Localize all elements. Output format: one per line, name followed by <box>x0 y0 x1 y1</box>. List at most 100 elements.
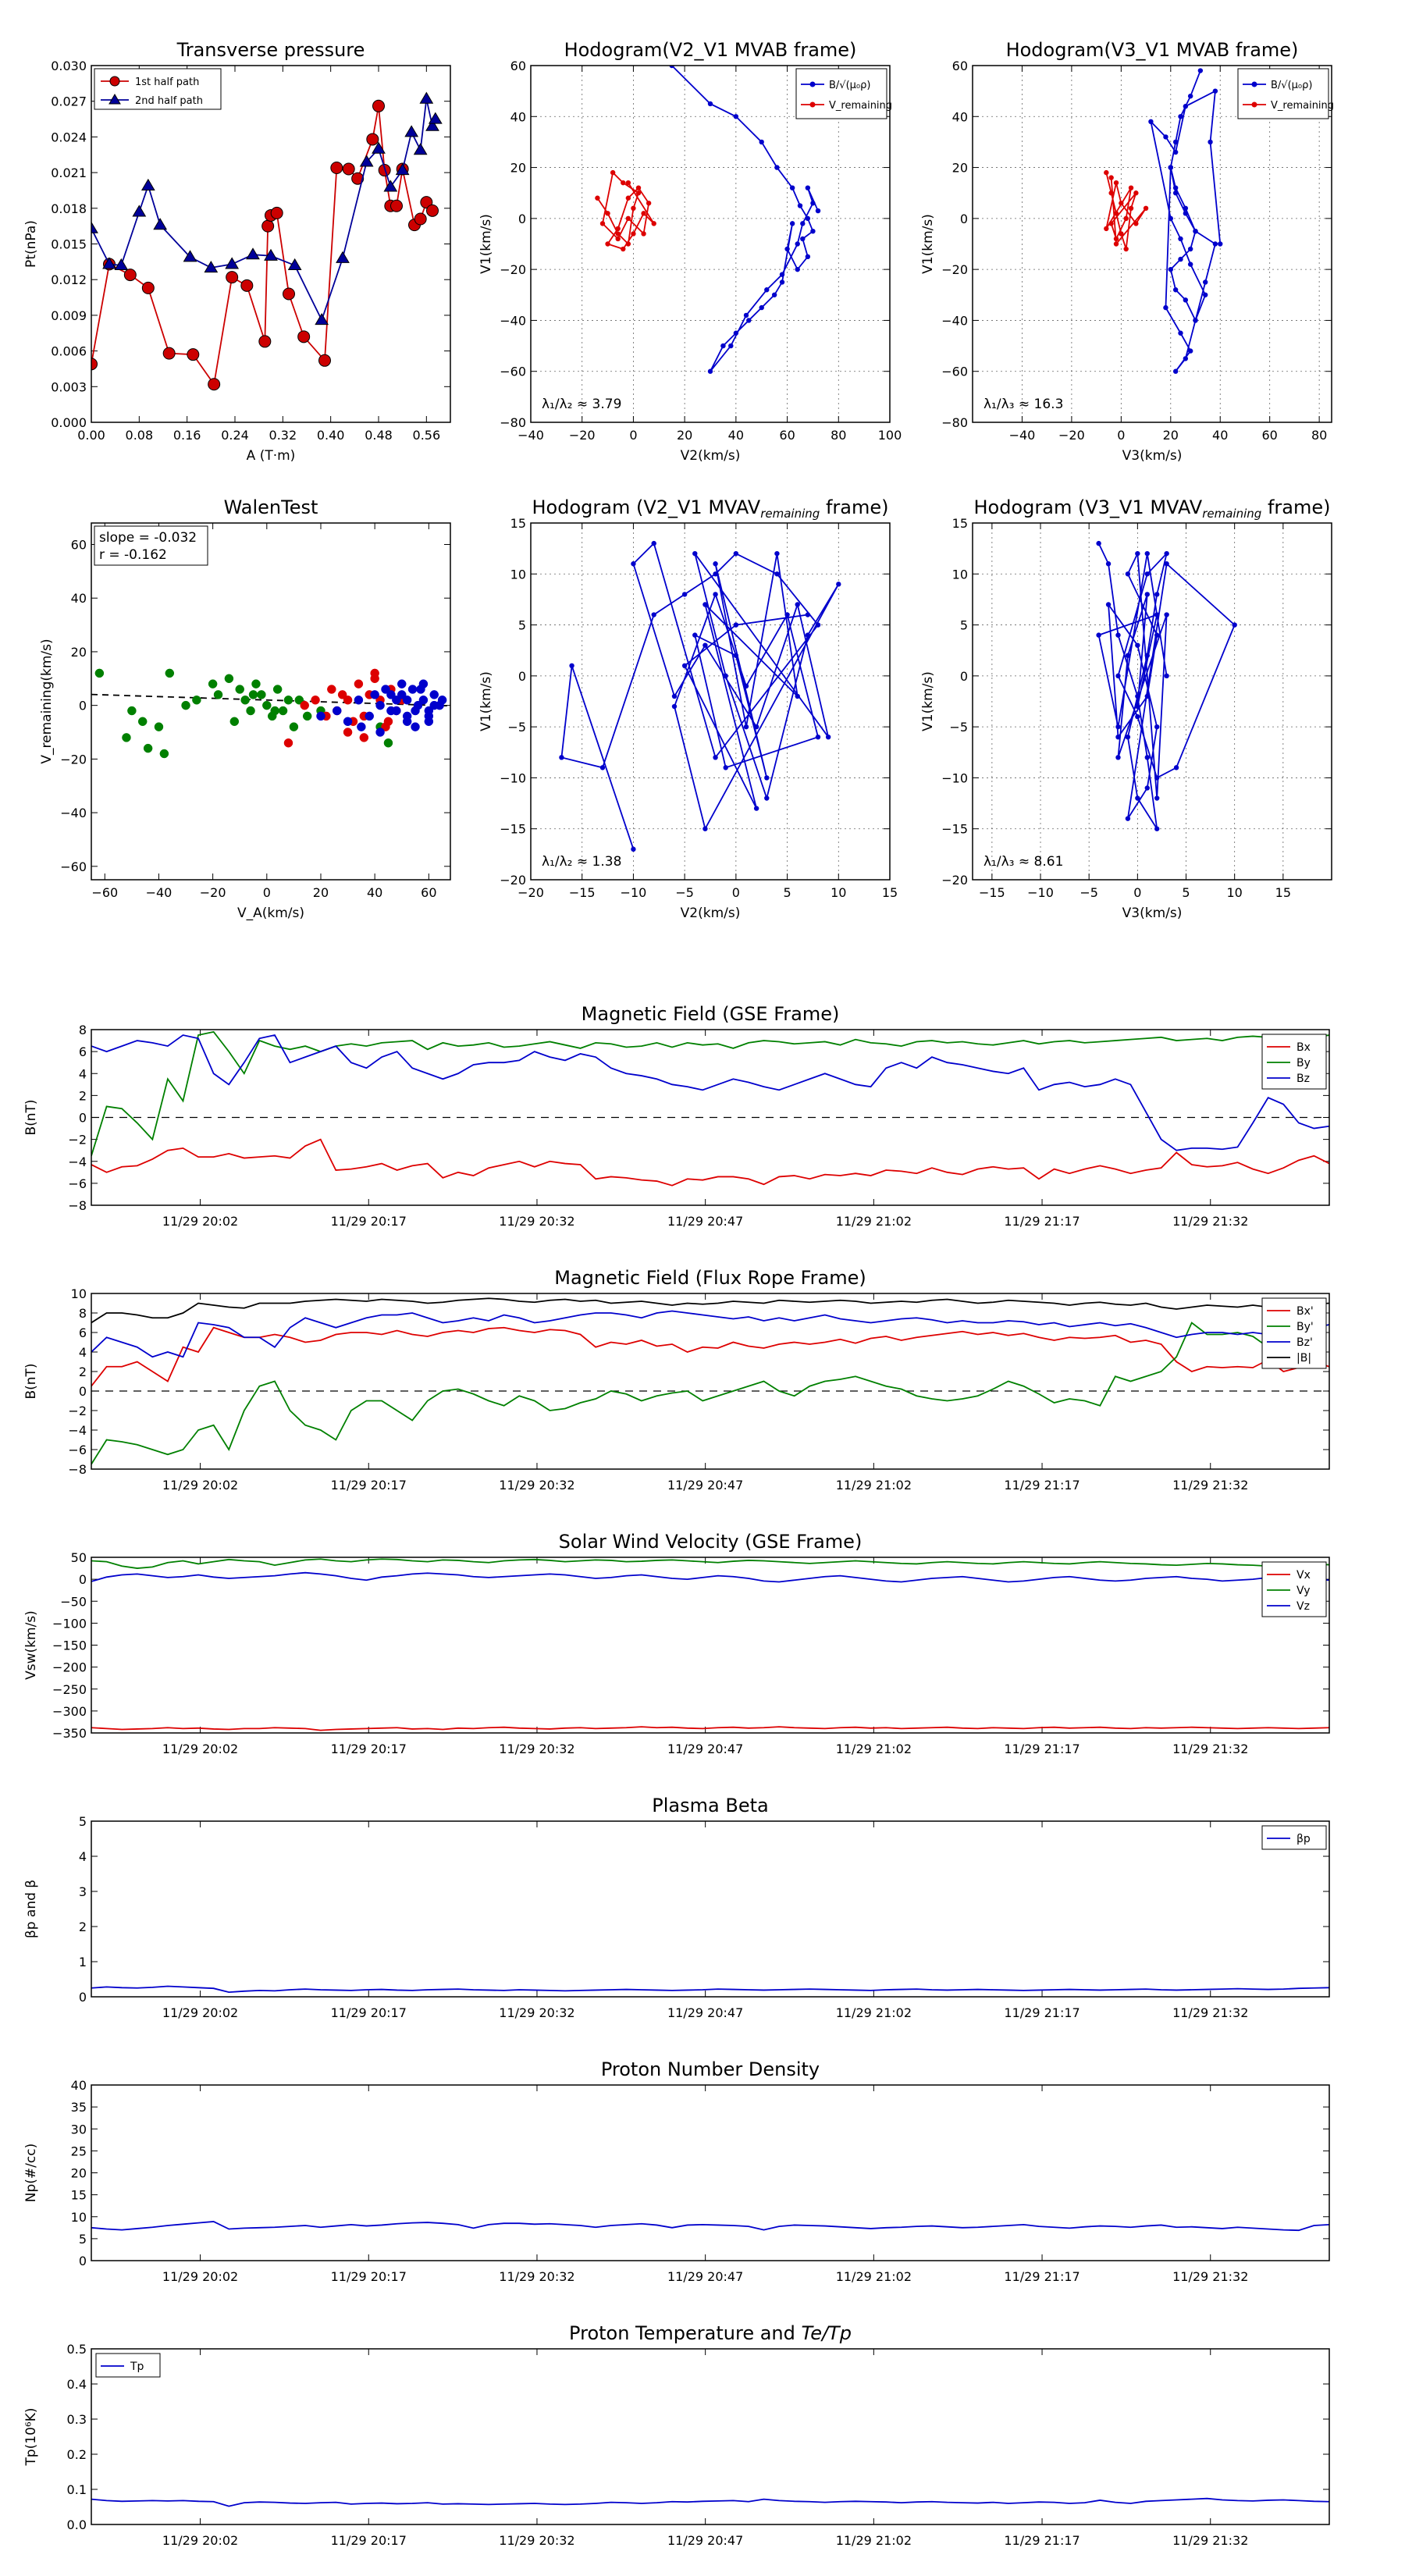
x-tick-label: 11/29 20:47 <box>667 2269 743 2284</box>
legend-marker <box>109 76 120 87</box>
x-tick-label: −15 <box>979 885 1005 900</box>
series-line-Bz' <box>91 1310 1329 1358</box>
data-point <box>318 354 331 367</box>
data-point <box>91 221 98 233</box>
legend-label: Bx <box>1297 1041 1311 1054</box>
plot-area <box>1104 68 1223 374</box>
x-tick-label: 0 <box>263 885 271 900</box>
data-point <box>631 205 636 211</box>
data-point <box>143 743 153 753</box>
data-point <box>625 215 631 222</box>
x-tick-label: 0.24 <box>221 428 249 443</box>
legend-box <box>1261 1561 1327 1617</box>
y-tick-label: −80 <box>941 415 968 430</box>
legend-label: 2nd half path <box>135 95 203 107</box>
data-point <box>795 241 800 247</box>
data-point <box>1183 205 1189 211</box>
data-point <box>1135 642 1140 648</box>
x-tick-label: 11/29 20:47 <box>667 2533 743 2548</box>
x-tick-label: 10 <box>831 885 846 900</box>
data-point <box>162 347 176 360</box>
plot-frame <box>91 65 451 423</box>
x-tick-label: 11/29 21:17 <box>1004 2533 1080 2548</box>
legend: Bx' By' Bz' |B| <box>1261 1297 1327 1369</box>
ratio-annotation: λ₁/λ₃ ≈ 16.3 <box>984 397 1063 412</box>
data-point <box>1187 348 1193 354</box>
panel-title: Magnetic Field (Flux Rope Frame) <box>554 1267 866 1289</box>
panel-walen: WalenTest −60 −40 −20 0 20 40 60 −60 −40 −20 0 20 40 6… <box>39 496 451 921</box>
data-point <box>359 155 374 167</box>
y-tick-label: −6 <box>68 1176 87 1191</box>
y-tick-label: 1 <box>79 1955 87 1969</box>
data-point <box>1178 330 1183 336</box>
data-point <box>311 696 320 705</box>
series-line-βp <box>91 1985 1329 1994</box>
data-point <box>357 722 366 731</box>
data-point <box>1125 571 1131 577</box>
panel-title: Hodogram (V3_V1 MVAVremaining frame) <box>974 496 1331 521</box>
data-point <box>343 728 353 737</box>
data-point <box>774 550 780 557</box>
x-axis-label: V3(km/s) <box>1122 448 1183 464</box>
data-point <box>1168 165 1173 170</box>
plot-area <box>91 668 450 759</box>
y-axis-label: B(nT) <box>23 1099 39 1135</box>
data-point <box>289 722 299 731</box>
x-tick-label: 11/29 20:17 <box>331 1742 407 1756</box>
data-point <box>1183 104 1189 109</box>
data-point <box>1172 139 1179 145</box>
data-point <box>264 248 278 261</box>
data-point <box>615 226 621 232</box>
y-tick-label: 4 <box>79 1066 87 1081</box>
y-tick-label: 0 <box>79 1384 87 1399</box>
data-point <box>631 231 636 237</box>
data-point <box>1144 550 1150 557</box>
data-point <box>342 162 355 176</box>
data-point <box>733 114 739 119</box>
data-point <box>283 738 293 748</box>
data-point <box>316 711 325 721</box>
stat-label: slope = -0.032 <box>99 530 197 546</box>
data-point <box>1113 180 1119 186</box>
plot-area <box>91 1297 1329 1465</box>
panel-title: Proton Number Density <box>601 2058 820 2080</box>
data-point <box>1115 724 1121 730</box>
y-tick-label: −20 <box>60 752 87 767</box>
data-point <box>392 706 401 716</box>
x-tick-label: 40 <box>1212 428 1228 443</box>
data-point <box>165 668 175 678</box>
data-point <box>764 795 770 801</box>
y-tick-label: −250 <box>52 1682 87 1697</box>
x-tick-label: 11/29 20:02 <box>162 1478 238 1493</box>
y-tick-label: −350 <box>52 1726 87 1741</box>
data-point <box>759 139 764 145</box>
data-point <box>810 228 816 234</box>
x-tick-label: 11/29 20:17 <box>331 2269 407 2284</box>
x-tick-label: 0.48 <box>365 428 393 443</box>
x-tick-label: 15 <box>882 885 898 900</box>
data-point <box>1135 703 1140 710</box>
data-point <box>1203 292 1208 297</box>
data-point <box>707 101 713 107</box>
data-point <box>1173 765 1179 770</box>
data-point <box>815 735 821 740</box>
data-point <box>641 211 646 216</box>
x-axis-label: V_A(km/s) <box>237 906 304 921</box>
data-point <box>713 561 718 567</box>
x-tick-label: 15 <box>1275 885 1291 900</box>
data-point <box>226 271 239 284</box>
y-tick-label: 0.024 <box>51 130 87 144</box>
stat-label: r = -0.162 <box>99 547 167 563</box>
x-tick-label: 0.16 <box>173 428 201 443</box>
data-point <box>91 358 98 371</box>
plot-area <box>559 540 841 852</box>
x-tick-label: −40 <box>146 885 173 900</box>
y-tick-label: −15 <box>941 822 968 837</box>
data-point <box>213 690 223 699</box>
legend-label: By' <box>1297 1321 1314 1333</box>
series-line-Vz <box>91 1571 1329 1583</box>
y-tick-label: 0 <box>79 1572 87 1587</box>
data-point <box>631 561 636 567</box>
data-point <box>330 162 343 175</box>
fit-line <box>91 693 450 707</box>
